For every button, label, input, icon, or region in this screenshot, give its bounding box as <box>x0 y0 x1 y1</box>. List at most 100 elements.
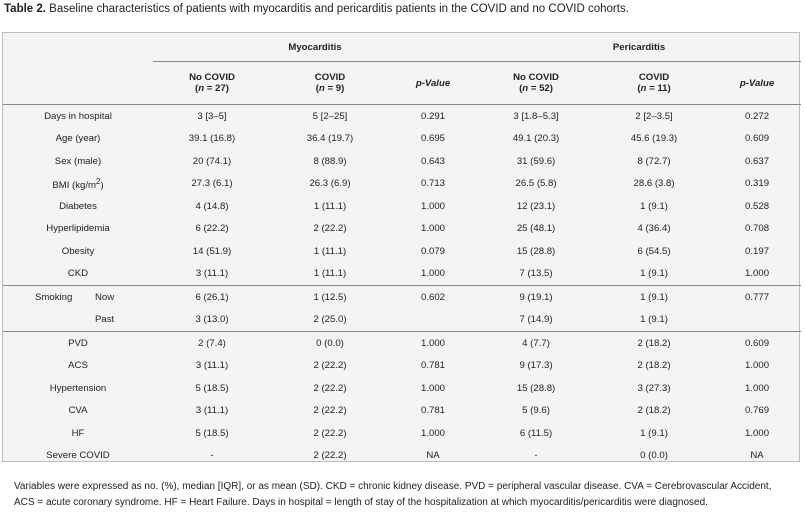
table-cell: 0.079 <box>421 245 446 257</box>
baseline-table: Myocarditis Pericarditis No COVID (n = 27… <box>3 33 802 468</box>
table-cell: 2 (22.2) <box>313 450 347 462</box>
table-cell: 6 (54.5) <box>637 245 671 257</box>
table-cell: 7 (13.5) <box>477 262 596 286</box>
table-cell: 1.000 <box>745 360 770 372</box>
table-cell: 0.319 <box>745 178 770 190</box>
rows-smoking: Smoking Now 6 (26.1) 1 (12.5) 0.602 9 (1… <box>3 286 802 332</box>
table-cell: 3 [3–5] <box>197 110 227 122</box>
table-cell: 2 (22.2) <box>313 223 347 235</box>
table-row: Hyperlipidemia 6 (22.2) 2 (22.2) 1.000 25 (4… <box>3 218 801 241</box>
table-row: PVD 2 (7.4) 0 (0.0) 1.000 4 (7.7) 2 (18.2) 0.6… <box>3 332 801 355</box>
table-cell: - <box>210 450 214 462</box>
table-cell: 2 (18.2) <box>637 360 671 372</box>
table-cell: 3 (27.3) <box>637 382 671 394</box>
table-cell: 1.000 <box>745 382 770 394</box>
table-row: CVA 3 (11.1) 2 (22.2) 0.781 5 (9.6) 2 (18.2) 0… <box>3 400 801 423</box>
table-cell: 2 (25.0) <box>271 308 389 332</box>
table-cell: 26.3 (6.9) <box>309 178 351 190</box>
table-cell: 26.5 (5.8) <box>515 178 557 190</box>
table-cell: 0.528 <box>745 200 770 212</box>
table-frame: Myocarditis Pericarditis No COVID (n = 27… <box>2 32 802 462</box>
table-cell: 0.695 <box>421 133 446 145</box>
table-cell: 2 (7.4) <box>198 337 226 349</box>
group-myocarditis: Myocarditis <box>153 33 478 62</box>
table-cell: 1 (11.1) <box>313 200 347 212</box>
table-cell: 2 (18.2) <box>637 337 671 349</box>
table-cell: 0.609 <box>745 133 770 145</box>
table-row: ACS 3 (11.1) 2 (22.2) 0.781 9 (17.3) 2 (18.2)… <box>3 355 801 378</box>
table-cell: 0.643 <box>421 155 446 167</box>
table-cell: 0.602 <box>421 291 446 303</box>
row-label: Severe COVID <box>46 450 110 462</box>
row-label: Hypertension <box>49 382 107 394</box>
table-cell: 8 (72.7) <box>637 155 671 167</box>
table-cell: 15 (28.8) <box>516 382 556 394</box>
row-label: CKD <box>3 262 153 286</box>
table-cell: 6 (22.2) <box>195 223 229 235</box>
table-cell: NA <box>426 450 440 462</box>
table-cell: 45.6 (19.3) <box>630 133 678 145</box>
table-cell: 6 (11.5) <box>519 427 553 439</box>
table-cell: 0.609 <box>745 337 770 349</box>
col-header-pvalue: p-Value <box>389 61 478 105</box>
row-label: PVD <box>68 337 88 349</box>
table-cell: 4 (14.8) <box>195 200 229 212</box>
table-row: Past 3 (13.0) 2 (25.0) 7 (14.9) 1 (9.1) <box>3 308 802 332</box>
table-cell: 5 (9.6) <box>522 405 550 417</box>
row-label: Diabetes <box>59 200 97 212</box>
col-header: No COVID (n = 27) <box>153 61 271 105</box>
table-cell: 12 (23.1) <box>516 200 556 212</box>
table-cell: 2 (22.2) <box>313 382 347 394</box>
table-cell: 9 (19.1) <box>519 291 553 303</box>
table-cell: 0 (0.0) <box>316 337 344 349</box>
table-cell: 3 (13.0) <box>153 308 271 332</box>
col-header: COVID (n = 11) <box>595 61 714 105</box>
table-cell: 0.197 <box>745 245 770 257</box>
row-label: BMI (kg/m2) <box>52 176 104 191</box>
table-row: Hypertension 5 (18.5) 2 (22.2) 1.000 15 (28.… <box>3 377 801 400</box>
table-footnote: Variables were expressed as no. (%), med… <box>14 481 772 508</box>
table-cell: 1.000 <box>389 262 478 286</box>
table-cell: 1.000 <box>421 200 446 212</box>
table-row: Smoking Now 6 (26.1) 1 (12.5) 0.602 9 (1… <box>3 286 801 309</box>
table-cell: 3 [1.8–5.3] <box>513 110 559 122</box>
table-cell: 49.1 (20.3) <box>512 133 560 145</box>
table-cell: 2 (22.2) <box>313 405 347 417</box>
table-cell: NA <box>750 450 764 462</box>
table-cell: 1 (12.5) <box>313 291 347 303</box>
table-row: Obesity 14 (51.9) 1 (11.1) 0.079 15 (28.8) 6 … <box>3 240 801 263</box>
table-cell: - <box>534 450 538 462</box>
col-header: No COVID (n = 52) <box>477 61 596 105</box>
table-row: Days in hospital 3 [3–5] 5 [2–25] 0.291 3 [1… <box>3 105 801 128</box>
table-cell: 36.4 (19.7) <box>306 133 354 145</box>
table-cell: 0.769 <box>745 405 770 417</box>
table-cell: 0.637 <box>745 155 770 167</box>
row-label: Hyperlipidemia <box>46 223 110 235</box>
table-cell <box>713 308 802 332</box>
table-cell: 4 (7.7) <box>522 337 550 349</box>
table-row: Sex (male) 20 (74.1) 8 (88.9) 0.643 31 (59.6… <box>3 150 801 173</box>
table-cell: 0.781 <box>421 360 446 372</box>
table-cell: 3 (11.1) <box>153 262 271 286</box>
table-cell: 2 (18.2) <box>637 405 671 417</box>
table-cell: 1.000 <box>745 427 770 439</box>
table-cell: 15 (28.8) <box>516 245 556 257</box>
row-label: ACS <box>68 360 88 372</box>
row-label: CVA <box>68 405 88 417</box>
table-cell: 9 (17.3) <box>519 360 553 372</box>
table-cell: 3 (11.1) <box>195 405 229 417</box>
table-cell: 27.3 (6.1) <box>191 178 233 190</box>
table-row: Severe COVID - 2 (22.2) NA - 0 (0.0) NA <box>3 445 801 468</box>
table-row: HF 5 (18.5) 2 (22.2) 1.000 6 (11.5) 1 (9.1) 1.… <box>3 422 801 445</box>
table-cell: 6 (26.1) <box>195 291 229 303</box>
table-cell: 1 (11.1) <box>313 245 347 257</box>
table-cell: 25 (48.1) <box>516 223 556 235</box>
table-row: Diabetes 4 (14.8) 1 (11.1) 1.000 12 (23.1) 1 … <box>3 195 801 218</box>
table-cell: 5 (18.5) <box>195 382 229 394</box>
table-cell: 7 (14.9) <box>477 308 596 332</box>
rows-group-b: PVD 2 (7.4) 0 (0.0) 1.000 4 (7.7) 2 (18.2) 0.6… <box>3 332 801 468</box>
table-cell: 1 (11.1) <box>271 262 389 286</box>
table-cell <box>389 308 478 332</box>
column-header-row: No COVID (n = 27) COVID (n = 9) p-Value No… <box>3 61 802 105</box>
table-cell: 31 (59.6) <box>516 155 556 167</box>
